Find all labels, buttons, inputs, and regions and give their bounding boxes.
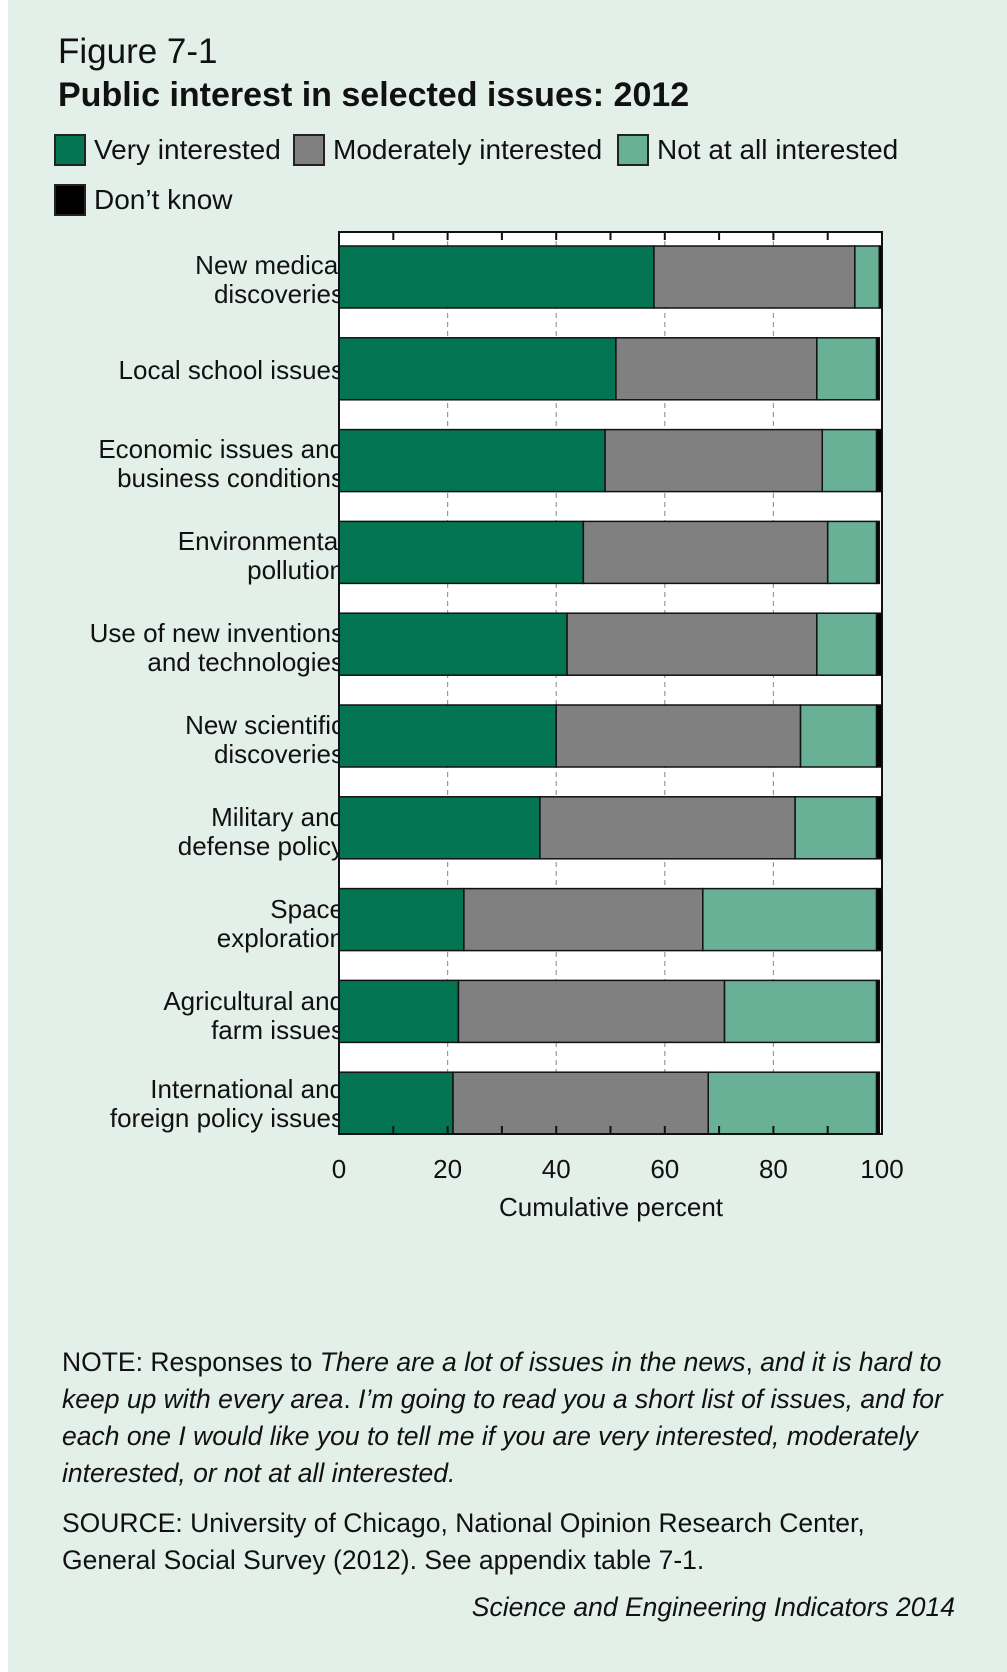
source-text: SOURCE: University of Chicago, National … (62, 1508, 865, 1575)
legend-item-dont-know: Don’t know (54, 184, 233, 216)
bars (338, 245, 883, 1135)
note-text: NOTE: Responses to There are a lot of is… (62, 1344, 962, 1492)
note-italic-1: There are a lot of issues in the news (319, 1347, 746, 1377)
bar-segment-moderately (582, 520, 829, 585)
x-tick-label: 0 (332, 1154, 346, 1184)
figure-label: Figure 7-1 (58, 32, 218, 71)
bar-segment-dont_know (875, 979, 881, 1044)
bar-segment-not_at_all (794, 796, 878, 860)
legend-item-not-at-all: Not at all interested (617, 134, 898, 166)
category-label: Military and defense policy (177, 802, 344, 861)
bar-segment-not_at_all (702, 887, 878, 952)
bar-segment-not_at_all (723, 979, 878, 1044)
bar-segment-very (338, 887, 465, 952)
bar-segment-very (338, 337, 617, 401)
bar-segment-moderately (566, 612, 818, 676)
note-dot: . (343, 1384, 359, 1414)
bar-segment-dont_know (875, 337, 881, 401)
bar-segment-not_at_all (707, 1071, 878, 1135)
x-tick-label: 60 (650, 1154, 679, 1184)
category-label: International and foreign policy issues (109, 1074, 344, 1133)
bar-segment-dont_know (875, 1071, 881, 1135)
bar-segment-moderately (452, 1071, 709, 1135)
bar-segment-moderately (457, 979, 726, 1044)
bar-segment-not_at_all (821, 428, 878, 493)
bar-segment-not_at_all (816, 612, 878, 676)
category-label: Space exploration (216, 894, 344, 953)
note-mid: , (745, 1347, 761, 1377)
legend-swatch-not-at-all (617, 134, 649, 166)
bar-segment-very (338, 245, 655, 309)
credit-text: Science and Engineering Indicators 2014 (471, 1592, 955, 1622)
bar-segment-very (338, 979, 460, 1044)
bar-segment-very (338, 796, 541, 860)
legend-label-very: Very interested (94, 134, 281, 165)
x-tick-label: 40 (542, 1154, 571, 1184)
note-italic-2: and it is hard to keep up with every are… (62, 1347, 942, 1414)
note-prefix: NOTE: Responses to (62, 1347, 320, 1377)
x-axis-label: Cumulative percent (499, 1192, 724, 1222)
category-label: Use of new inventions and technologies (89, 618, 344, 677)
bar-segment-moderately (653, 245, 856, 309)
bar-segment-moderately (463, 887, 704, 952)
category-label: Local school issues (118, 355, 344, 385)
bar-segment-moderately (604, 428, 824, 493)
bar-segment-moderately (615, 337, 818, 401)
category-label: New scientific discoveries (185, 710, 344, 769)
category-label: New medical discoveries (195, 250, 344, 309)
bar-segment-not_at_all (816, 337, 878, 401)
legend-item-moderately: Moderately interested (293, 134, 602, 166)
bar-segment-very (338, 428, 606, 493)
legend-swatch-moderately (293, 134, 325, 166)
x-tick-label: 100 (860, 1154, 903, 1184)
bar-segment-moderately (555, 704, 802, 768)
category-label: Environmental pollution (177, 526, 344, 585)
legend-item-very: Very interested (54, 134, 281, 166)
bar-segment-dont_know (875, 520, 881, 585)
bar-segment-not_at_all (799, 704, 878, 768)
bar-segment-not_at_all (826, 520, 878, 585)
legend-label-moderately: Moderately interested (333, 134, 603, 165)
x-tick-label: 20 (433, 1154, 462, 1184)
chart-title: Public interest in selected issues: 2012 (58, 76, 690, 114)
x-axis-ticks: 0 20 40 60 80 100 (332, 232, 904, 1184)
bar-segment-very (338, 704, 557, 768)
category-label: Economic issues and business conditions (98, 434, 344, 493)
legend-label-dont-know: Don’t know (94, 184, 233, 215)
legend-label-not-at-all: Not at all interested (657, 134, 899, 165)
note-italic-3: I’m going to read you a short list of is… (62, 1384, 943, 1488)
legend-swatch-dont-know (54, 184, 86, 216)
x-tick-label: 80 (759, 1154, 788, 1184)
bar-segment-very (338, 1071, 454, 1135)
legend-swatch-very (54, 134, 86, 166)
category-label: Agricultural and farm issues (163, 986, 344, 1045)
bar-segment-very (338, 612, 568, 676)
bar-segment-very (338, 520, 585, 585)
bar-segment-not_at_all (854, 245, 881, 309)
bar-segment-moderately (539, 796, 796, 860)
